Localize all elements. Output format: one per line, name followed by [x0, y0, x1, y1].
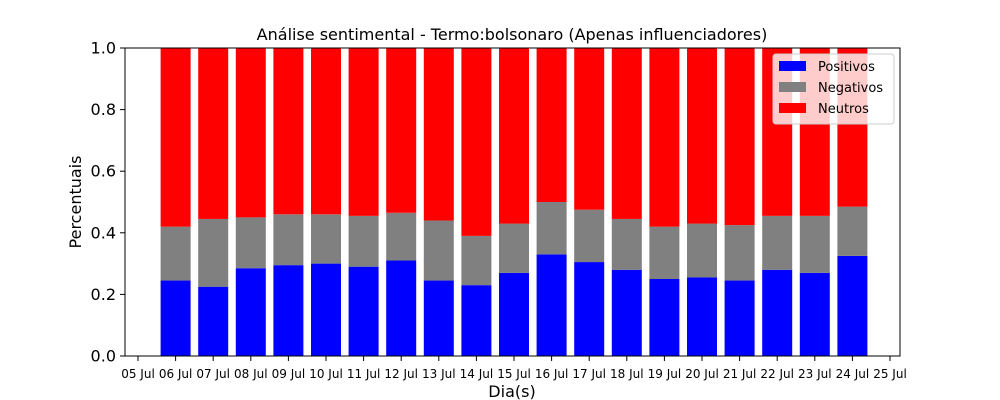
bar-positivos-10 — [536, 254, 567, 356]
bar-positivos-17 — [799, 272, 830, 356]
x-tick-label-15: 20 Jul — [685, 367, 719, 381]
bar-negativos-1 — [198, 218, 229, 287]
bar-neutros-5 — [348, 48, 379, 216]
bar-positivos-13 — [649, 279, 680, 356]
x-tick-label-3: 08 Jul — [234, 367, 268, 381]
x-tick-label-20: 25 Jul — [873, 367, 907, 381]
bar-neutros-7 — [423, 48, 454, 221]
bar-positivos-2 — [235, 268, 266, 356]
bar-negativos-5 — [348, 215, 379, 267]
legend-swatch-neutros — [779, 103, 806, 113]
bar-neutros-8 — [461, 48, 492, 236]
legend-label-negativos: Negativos — [818, 81, 883, 96]
y-tick-label-0: 0.0 — [91, 347, 116, 366]
x-tick-label-8: 13 Jul — [422, 367, 456, 381]
x-tick-label-13: 18 Jul — [610, 367, 644, 381]
bar-positivos-11 — [574, 262, 605, 356]
bar-neutros-14 — [687, 48, 717, 224]
legend-swatch-negativos — [779, 82, 806, 92]
x-tick-label-5: 10 Jul — [309, 367, 343, 381]
bar-neutros-0 — [160, 48, 191, 227]
bar-neutros-15 — [724, 48, 755, 226]
bar-neutros-12 — [611, 48, 642, 219]
bar-neutros-11 — [574, 48, 605, 210]
x-tick-label-7: 12 Jul — [384, 367, 418, 381]
y-axis: 0.0 0.2 0.4 0.6 0.8 1.0 — [91, 39, 125, 366]
y-axis-title: Percentuais — [66, 156, 85, 249]
y-tick-label-2: 0.4 — [91, 223, 116, 242]
bar-negativos-0 — [160, 226, 191, 281]
bar-positivos-9 — [499, 272, 529, 356]
chart-title: Análise sentimental - Termo:bolsonaro (A… — [257, 25, 768, 44]
bar-negativos-14 — [687, 223, 717, 278]
bar-positivos-3 — [273, 265, 304, 356]
bar-positivos-4 — [311, 263, 341, 356]
bar-negativos-9 — [499, 223, 529, 273]
bar-negativos-13 — [649, 226, 680, 279]
bar-negativos-11 — [574, 209, 605, 263]
x-tick-label-1: 06 Jul — [159, 367, 193, 381]
x-tick-label-2: 07 Jul — [196, 367, 230, 381]
bar-negativos-3 — [273, 214, 304, 266]
bar-negativos-10 — [536, 202, 567, 255]
x-tick-label-12: 17 Jul — [572, 367, 606, 381]
bar-negativos-6 — [386, 212, 417, 261]
bar-positivos-6 — [386, 260, 417, 356]
x-tick-label-4: 09 Jul — [272, 367, 306, 381]
bar-negativos-12 — [611, 218, 642, 270]
bar-neutros-10 — [536, 48, 567, 202]
x-tick-label-17: 22 Jul — [760, 367, 794, 381]
plot-frame — [124, 47, 901, 357]
bar-neutros-13 — [649, 48, 680, 227]
bar-positivos-1 — [198, 286, 229, 356]
bar-negativos-4 — [311, 214, 341, 264]
bar-negativos-17 — [799, 215, 830, 273]
x-tick-label-9: 14 Jul — [460, 367, 494, 381]
x-axis-title: Dia(s) — [488, 382, 535, 400]
bar-neutros-4 — [311, 48, 341, 215]
bar-neutros-3 — [273, 48, 304, 215]
y-tick-label-3: 0.6 — [91, 162, 116, 181]
legend: Positivos Negativos Neutros — [772, 53, 895, 125]
bar-neutros-6 — [386, 48, 417, 213]
bar-neutros-2 — [235, 48, 266, 218]
x-tick-label-10: 15 Jul — [497, 367, 531, 381]
bar-positivos-18 — [837, 255, 868, 356]
bar-negativos-2 — [235, 217, 266, 269]
bar-positivos-7 — [423, 280, 454, 356]
bar-negativos-8 — [461, 235, 492, 286]
bar-negativos-7 — [423, 220, 454, 281]
y-tick-label-4: 0.8 — [91, 100, 116, 119]
bar-positivos-16 — [762, 269, 793, 356]
x-axis: 05 Jul 06 Jul 07 Jul 08 Jul 09 Jul 10 Jul 11 J… — [121, 356, 907, 381]
bar-neutros-9 — [499, 48, 529, 224]
bar-positivos-0 — [160, 280, 191, 356]
legend-label-neutros: Neutros — [818, 102, 869, 117]
bar-neutros-1 — [198, 48, 229, 219]
bar-positivos-14 — [687, 277, 717, 356]
bar-negativos-18 — [837, 206, 868, 256]
x-tick-label-11: 16 Jul — [535, 367, 569, 381]
x-tick-label-16: 21 Jul — [723, 367, 757, 381]
x-tick-label-18: 23 Jul — [798, 367, 832, 381]
x-tick-label-6: 11 Jul — [347, 367, 381, 381]
bar-positivos-8 — [461, 285, 492, 356]
y-tick-label-1: 0.2 — [91, 285, 116, 304]
legend-swatch-positivos — [779, 61, 806, 71]
x-tick-label-19: 24 Jul — [836, 367, 870, 381]
bar-negativos-16 — [762, 215, 793, 270]
legend-label-positivos: Positivos — [818, 60, 875, 75]
bar-negativos-15 — [724, 225, 755, 281]
x-tick-label-14: 19 Jul — [648, 367, 682, 381]
bar-positivos-5 — [348, 266, 379, 356]
bars-group — [160, 48, 868, 356]
x-tick-label-0: 05 Jul — [121, 367, 155, 381]
y-tick-label-5: 1.0 — [91, 39, 116, 58]
bar-positivos-15 — [724, 280, 755, 356]
bar-positivos-12 — [611, 269, 642, 356]
